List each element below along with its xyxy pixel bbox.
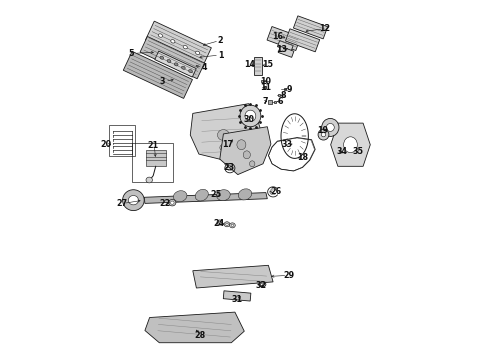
Text: 12: 12 [319,24,330,33]
Ellipse shape [220,144,227,151]
Polygon shape [223,291,251,301]
Ellipse shape [233,133,242,141]
Ellipse shape [238,189,252,200]
Polygon shape [331,123,370,166]
Ellipse shape [169,199,176,206]
Polygon shape [193,265,273,288]
Ellipse shape [173,191,187,202]
Polygon shape [267,27,301,50]
Ellipse shape [167,59,171,63]
Text: 21: 21 [147,141,159,150]
Text: 23: 23 [223,163,234,172]
Text: 20: 20 [100,140,111,149]
Text: 7: 7 [262,97,268,106]
Ellipse shape [183,45,187,49]
Polygon shape [286,29,319,52]
Text: 35: 35 [352,148,363,157]
Text: 14: 14 [244,60,255,69]
Polygon shape [140,36,204,79]
Ellipse shape [229,223,235,228]
Text: 17: 17 [222,140,233,149]
Ellipse shape [321,132,326,137]
Text: 9: 9 [286,85,292,94]
Text: 18: 18 [297,153,308,162]
Ellipse shape [217,190,230,201]
Text: 33: 33 [282,140,293,149]
Ellipse shape [259,282,266,287]
Text: 10: 10 [260,77,271,86]
Polygon shape [220,127,271,175]
Ellipse shape [171,40,175,43]
Polygon shape [144,193,268,203]
Ellipse shape [261,283,264,286]
Bar [132,143,173,182]
Text: 15: 15 [262,60,273,69]
Ellipse shape [122,190,144,211]
Ellipse shape [189,69,193,73]
Text: 22: 22 [159,199,171,208]
Text: 6: 6 [277,97,283,106]
Text: 30: 30 [243,115,254,124]
Text: 31: 31 [232,295,243,304]
Ellipse shape [146,177,152,183]
Polygon shape [146,21,211,67]
Bar [109,125,135,156]
Text: 34: 34 [337,148,348,157]
Text: 11: 11 [260,83,271,92]
Ellipse shape [240,105,261,127]
Ellipse shape [231,224,234,226]
Text: 13: 13 [276,45,287,54]
Polygon shape [145,312,245,343]
Polygon shape [277,41,293,51]
Polygon shape [190,104,261,163]
Polygon shape [123,51,193,98]
Ellipse shape [321,118,339,136]
Ellipse shape [181,66,185,69]
Ellipse shape [318,129,329,140]
Ellipse shape [128,195,139,205]
Ellipse shape [224,222,230,227]
Ellipse shape [217,220,222,225]
Text: 1: 1 [218,51,223,60]
Text: 2: 2 [218,36,223,45]
Ellipse shape [196,51,200,55]
Text: 4: 4 [201,63,207,72]
Ellipse shape [343,137,357,153]
Text: 26: 26 [270,187,281,196]
Ellipse shape [196,189,208,201]
Text: 19: 19 [317,126,328,135]
Text: 27: 27 [116,199,127,208]
Text: 8: 8 [281,91,286,100]
Polygon shape [254,57,262,75]
Polygon shape [294,16,328,39]
Ellipse shape [158,34,163,37]
Text: 24: 24 [214,220,224,229]
Text: 29: 29 [283,271,294,280]
Text: 3: 3 [159,77,165,86]
Text: 28: 28 [195,331,206,340]
Ellipse shape [245,110,256,122]
Ellipse shape [226,223,228,225]
Bar [146,150,166,166]
Text: 32: 32 [255,281,267,289]
Text: 16: 16 [272,32,284,41]
Ellipse shape [160,56,164,59]
Ellipse shape [237,140,246,150]
Ellipse shape [243,151,250,159]
Text: 5: 5 [129,49,134,58]
Ellipse shape [219,221,221,224]
Ellipse shape [218,130,229,140]
Text: 25: 25 [210,190,221,199]
Ellipse shape [326,123,334,131]
Ellipse shape [171,201,174,204]
Ellipse shape [249,161,255,167]
Polygon shape [155,51,196,77]
Ellipse shape [174,63,178,66]
Polygon shape [278,46,294,57]
